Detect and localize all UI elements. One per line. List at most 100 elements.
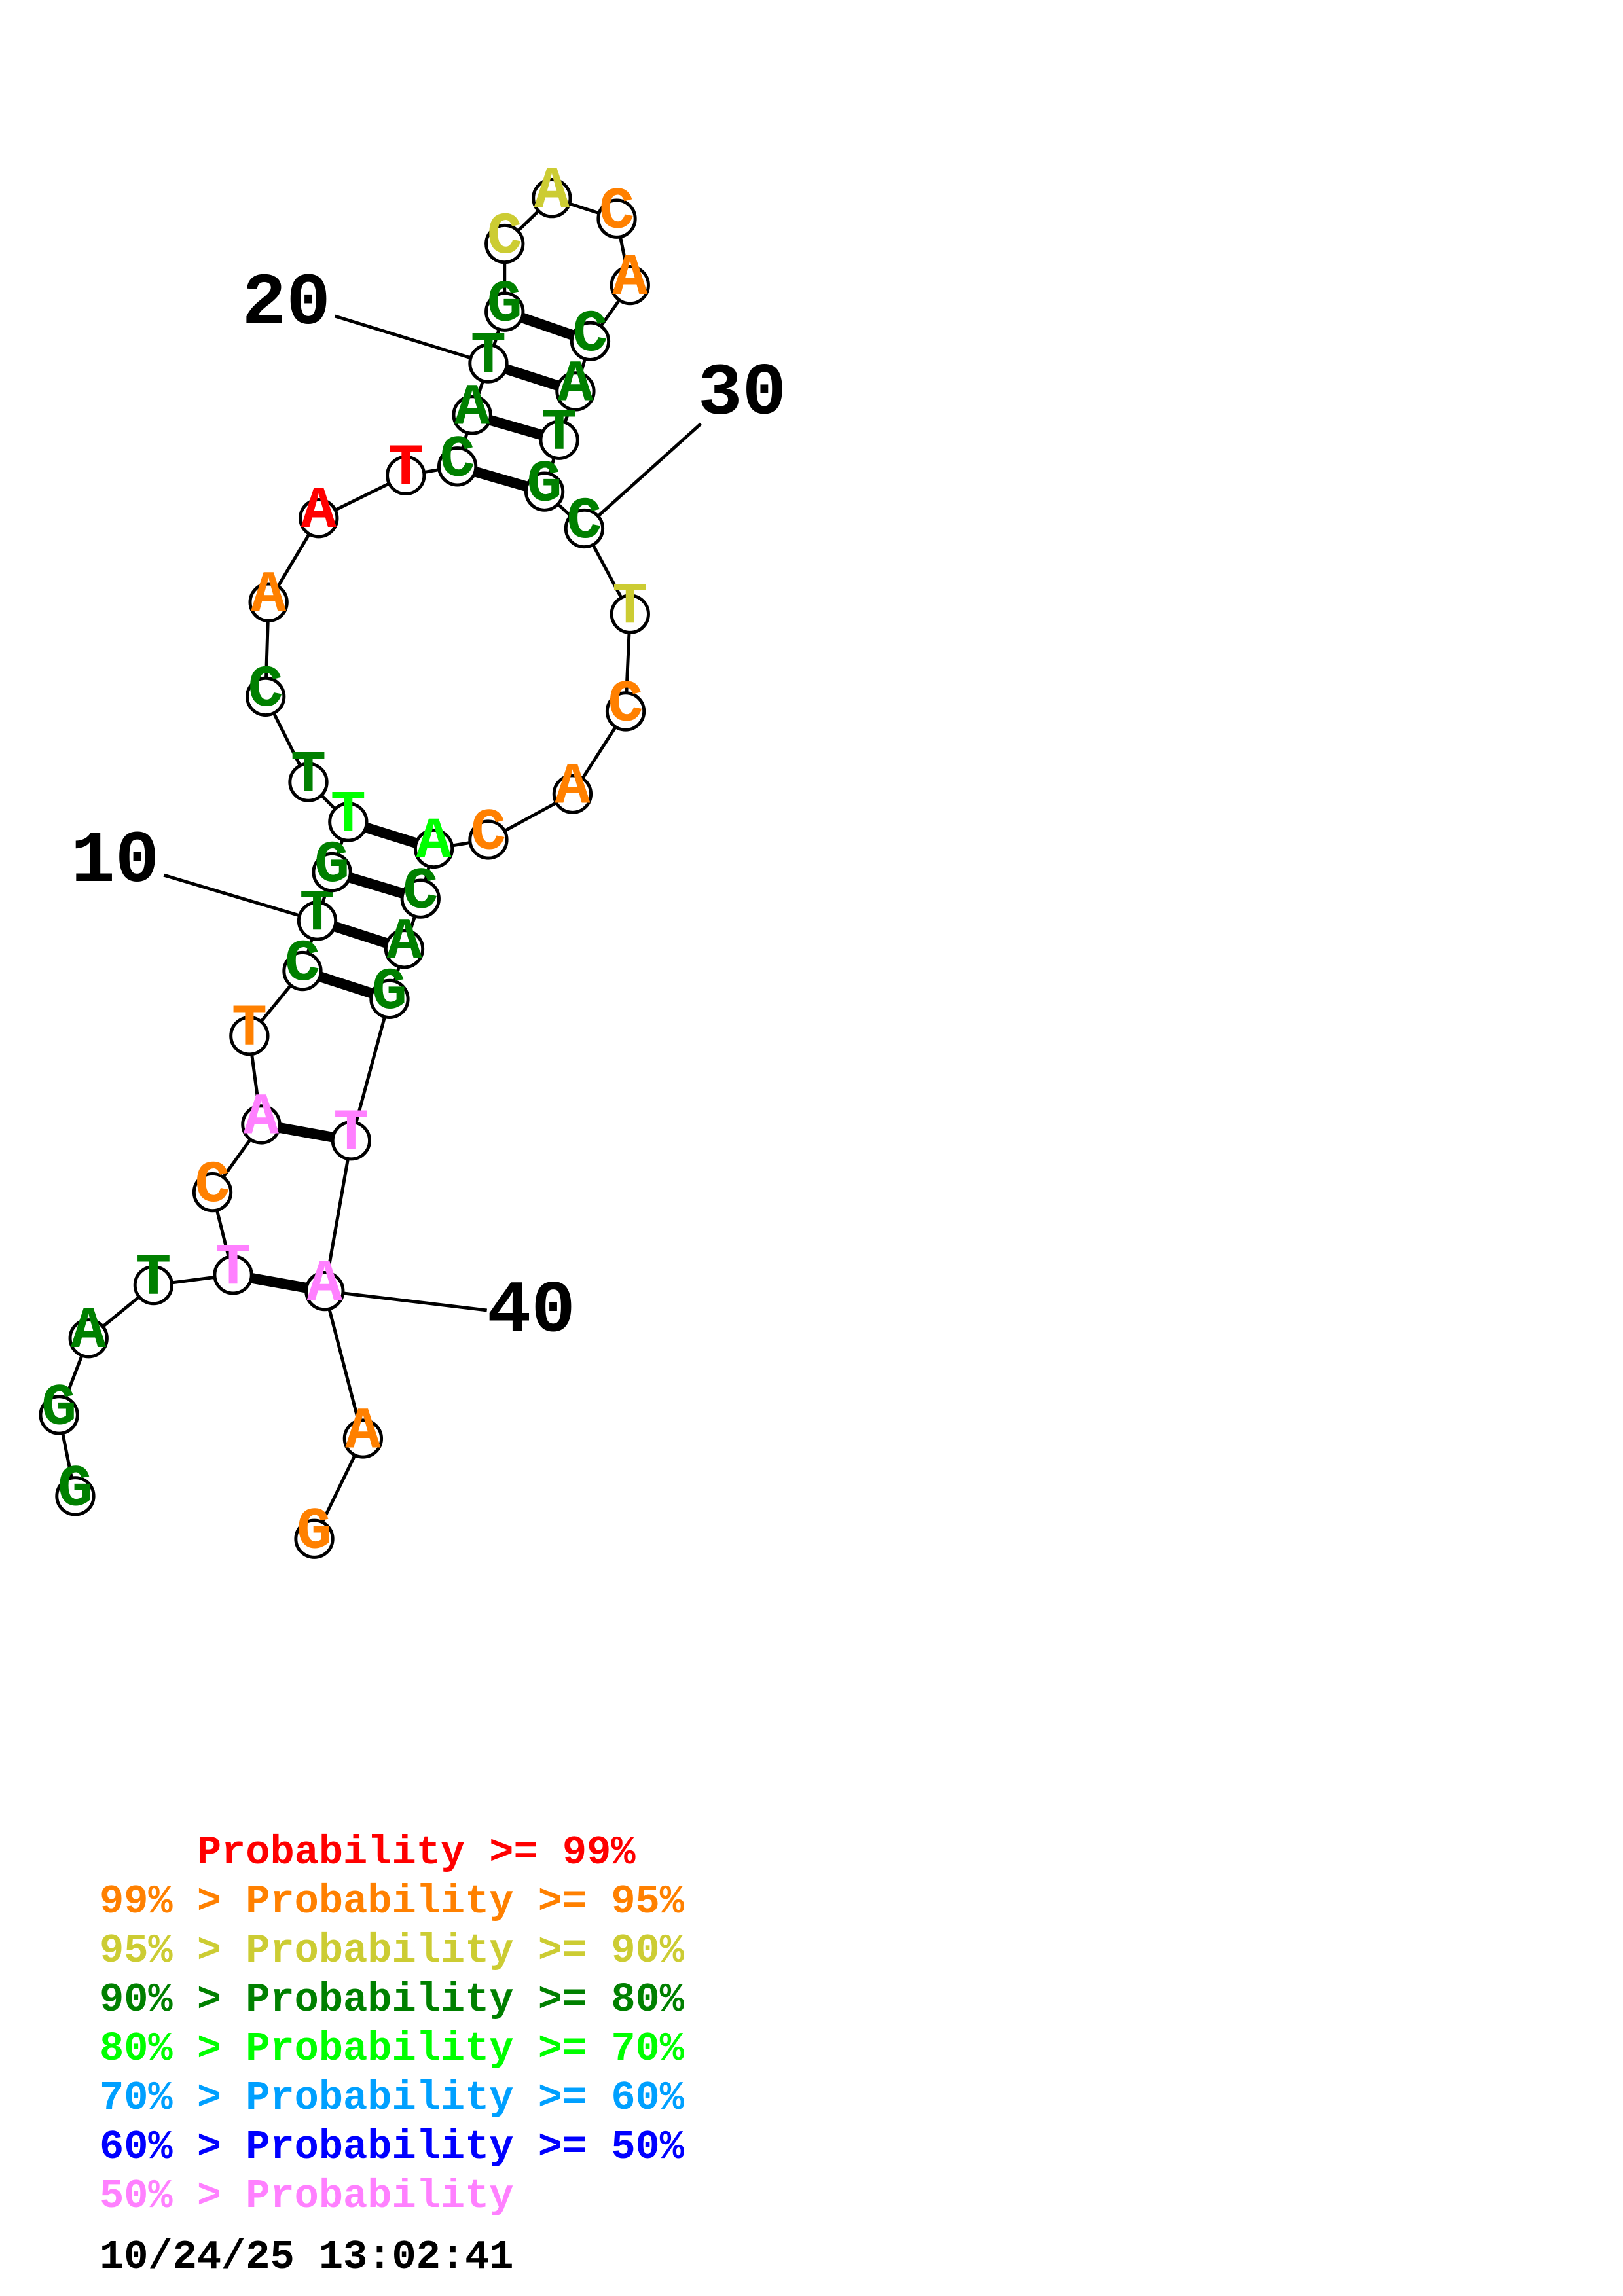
nucleotide-circle (133, 1265, 174, 1306)
nucleotide-circle (192, 1172, 233, 1213)
nucleotide-base: A (307, 1251, 343, 1318)
nucleotide-18: C (437, 427, 478, 493)
nucleotide-base: A (555, 755, 591, 821)
nucleotide-base: G (58, 1456, 93, 1523)
nucleotide-base: C (403, 859, 438, 926)
legend-entry: 80% > Probability >= 70% (100, 2026, 684, 2072)
nucleotide-circle (39, 1395, 79, 1435)
nucleotide-circle (312, 852, 352, 893)
nucleotide-circle (468, 819, 509, 860)
nucleotide-circle (413, 828, 454, 869)
nucleotide-base: A (301, 478, 337, 545)
nucleotide-29: G (524, 452, 565, 519)
nucleotide-circle (555, 371, 596, 412)
backbone-segment (323, 1290, 365, 1439)
nucleotide-base: T (612, 575, 647, 641)
nucleotide-circle (386, 455, 426, 495)
timestamp: 10/24/25 13:02:41 (100, 2234, 514, 2280)
nucleotide-base: C (440, 427, 475, 493)
nucleotide-9: C (282, 931, 323, 998)
nucleotide-11: G (312, 833, 352, 899)
position-10-leader (163, 873, 318, 923)
position-40-leader (324, 1289, 487, 1312)
backbone-segment (323, 1140, 353, 1292)
nucleotide-base: T (291, 743, 326, 810)
nucleotide-circle (294, 1518, 335, 1559)
nucleotide-38: G (369, 960, 410, 1026)
nucleotide-base: G (487, 272, 522, 339)
nucleotide-8: T (229, 996, 270, 1063)
nucleotide-19: A (452, 375, 492, 442)
nucleotide-base: A (454, 375, 490, 442)
nucleotide-circle (68, 1318, 109, 1359)
nucleotide-16: A (299, 478, 339, 545)
nucleotide-17: T (386, 436, 426, 503)
nucleotide-circle (400, 878, 441, 919)
nucleotide-base: C (608, 672, 643, 738)
nucleotide-circle (532, 178, 572, 219)
nucleotide-base: T (331, 782, 366, 849)
nucleotide-26: C (570, 302, 611, 368)
nucleotide-circle (605, 691, 646, 732)
nucleotide-base: A (534, 158, 570, 225)
position-30-label: 30 (698, 352, 786, 436)
nucleotide-3: A (68, 1299, 109, 1365)
nucleotide-circle (331, 1121, 372, 1161)
nucleotide-base: C (566, 489, 602, 556)
nucleotide-circle (241, 1104, 282, 1145)
nucleotide-5: T (213, 1235, 253, 1302)
position-10-label: 10 (71, 819, 159, 903)
legend-entry: 50% > Probability (100, 2173, 514, 2219)
nucleotide-34: C (468, 800, 509, 867)
nucleotide-27: A (555, 351, 596, 418)
nucleotide-base: T (215, 1235, 251, 1302)
nucleotide-base: G (527, 452, 562, 519)
nucleotide-36: C (400, 859, 441, 926)
nucleotide-base: T (471, 324, 506, 391)
nucleotide-base: C (471, 800, 506, 867)
nucleotide-base: G (297, 1499, 332, 1566)
nucleotide-circle (288, 762, 329, 802)
nucleotide-base: T (299, 881, 335, 948)
backbone-segment (349, 998, 392, 1141)
nucleotide-circle (552, 774, 593, 814)
nucleotide-base: G (372, 960, 407, 1026)
nucleotide-base: A (244, 1085, 280, 1151)
nucleotide-base: A (558, 351, 594, 418)
nucleotide-base: T (541, 401, 577, 467)
legend-entry: 60% > Probability >= 50% (100, 2124, 684, 2170)
nucleotide-35: A (413, 809, 454, 876)
nucleotide-circle (437, 446, 478, 487)
nucleotide-base: A (251, 563, 287, 630)
nucleotide-circle (55, 1476, 96, 1516)
nucleotide-circle (524, 471, 565, 512)
nucleotide-circle (246, 676, 286, 717)
nucleotide-base: G (314, 833, 350, 899)
nucleotide-base: C (572, 302, 608, 368)
nucleotide-circle (610, 264, 650, 306)
nucleotide-15: A (248, 563, 289, 630)
nucleotide-circle (369, 978, 410, 1020)
nucleotide-circle (384, 929, 425, 969)
nucleotide-13: T (288, 743, 329, 810)
nucleotide-20: T (468, 324, 509, 391)
nucleotide-base: T (333, 1101, 369, 1168)
nucleotide-12: T (328, 782, 369, 849)
nucleotide-32: C (605, 672, 646, 738)
nucleotide-14: C (246, 657, 286, 724)
nucleotide-circle (484, 291, 525, 332)
nucleotide-base: A (386, 909, 422, 976)
nucleotide-circle (304, 1270, 345, 1312)
position-40-label: 40 (487, 1269, 575, 1353)
nucleotide-base: C (248, 657, 283, 724)
nucleotide-42: G (294, 1499, 335, 1566)
nucleotide-base: A (612, 245, 648, 312)
nucleotide-circle (452, 395, 492, 435)
nucleotide-6: C (192, 1153, 233, 1219)
nucleotide-circle (596, 198, 637, 239)
nucleotide-circle (213, 1255, 253, 1295)
nucleotide-circle (297, 901, 338, 941)
position-markers: 10 20 30 40 (71, 262, 786, 1353)
